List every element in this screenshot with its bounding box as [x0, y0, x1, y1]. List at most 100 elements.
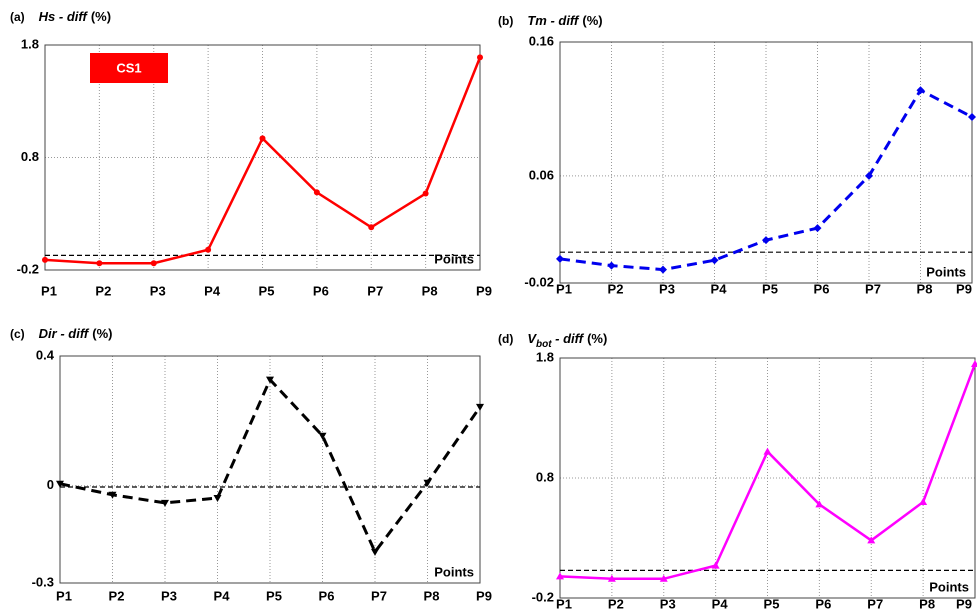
marker — [659, 574, 668, 582]
x-tick-label: P3 — [660, 596, 676, 611]
plot-frame — [559, 41, 973, 284]
x-axis-label: Points — [434, 564, 474, 579]
panel-label: (d) — [498, 332, 513, 346]
panel-label: (a) — [10, 10, 25, 24]
marker — [422, 190, 429, 197]
marker — [477, 54, 483, 61]
marker — [556, 254, 564, 263]
panel-title: (c) Dir - diff (%) — [10, 326, 112, 341]
x-tick-label: P1 — [556, 596, 572, 611]
x-tick-label: P1 — [56, 588, 72, 603]
marker — [423, 479, 432, 487]
x-axis-label: Points — [929, 579, 969, 594]
marker — [659, 265, 667, 274]
marker — [968, 112, 976, 121]
marker — [711, 561, 720, 569]
x-tick-label: P4 — [711, 281, 728, 296]
panel-title: (d) Vbot - diff (%) — [498, 331, 607, 349]
marker — [56, 480, 64, 488]
y-tick-label: 1.8 — [21, 36, 39, 51]
plot-frame — [59, 355, 481, 584]
marker — [916, 86, 925, 95]
x-tick-label: P9 — [956, 281, 972, 296]
x-tick-label: P2 — [608, 281, 624, 296]
y-tick-label: -0.3 — [32, 574, 54, 589]
y-tick-label: 1.8 — [536, 349, 554, 364]
title-unit: (%) — [587, 331, 607, 346]
marker — [213, 495, 222, 503]
y-tick-label: -0.02 — [524, 274, 554, 289]
x-tick-label: P5 — [259, 283, 275, 298]
y-tick-label: 0 — [47, 477, 54, 492]
y-tick-label: -0.2 — [17, 261, 39, 276]
x-tick-label: P4 — [204, 283, 221, 298]
x-tick-label: P5 — [762, 281, 778, 296]
marker — [476, 403, 484, 411]
marker — [865, 171, 873, 180]
panel-title: (a) Hs - diff (%) — [10, 9, 111, 24]
title: Dir - diff — [39, 326, 90, 341]
plot-frame — [44, 44, 481, 271]
panel-title: (b) Tm - diff (%) — [498, 13, 603, 28]
x-tick-label: P1 — [556, 281, 572, 296]
marker — [42, 256, 48, 263]
y-tick-label: 0.8 — [536, 469, 554, 484]
title-unit: (%) — [91, 9, 111, 24]
x-tick-label: P1 — [41, 283, 57, 298]
marker — [266, 376, 274, 384]
marker — [813, 224, 822, 233]
y-tick-label: 0.16 — [529, 33, 554, 48]
title-unit: (%) — [582, 13, 602, 28]
x-tick-label: P7 — [367, 283, 383, 298]
marker — [259, 135, 266, 142]
annotation-box — [90, 53, 168, 83]
x-tick-label: P6 — [319, 588, 335, 603]
marker — [763, 447, 772, 455]
title: Tm - diff — [527, 13, 580, 28]
panel-label: (b) — [498, 14, 513, 28]
x-tick-label: P3 — [161, 588, 177, 603]
marker — [161, 499, 169, 507]
x-tick-label: P4 — [712, 596, 729, 611]
marker — [919, 498, 928, 505]
marker — [150, 260, 157, 267]
marker — [318, 432, 327, 440]
marker — [368, 224, 375, 231]
x-axis-label: Points — [434, 251, 474, 266]
x-tick-label: P7 — [865, 281, 881, 296]
x-tick-label: P2 — [109, 588, 125, 603]
annotation: CS1 — [116, 60, 141, 75]
marker — [556, 572, 564, 580]
x-tick-label: P8 — [424, 588, 440, 603]
x-tick-label: P6 — [313, 283, 329, 298]
marker — [96, 260, 103, 267]
x-tick-label: P2 — [608, 596, 624, 611]
y-tick-label: 0.4 — [36, 347, 55, 362]
y-tick-label: 0.8 — [21, 149, 39, 164]
x-tick-label: P8 — [919, 596, 935, 611]
x-tick-label: P8 — [917, 281, 933, 296]
marker — [371, 548, 379, 556]
x-tick-label: P6 — [815, 596, 831, 611]
plot-frame — [559, 357, 976, 599]
data-line — [59, 376, 482, 555]
title-suffix: - diff — [552, 331, 585, 346]
x-tick-label: P3 — [659, 281, 675, 296]
x-tick-label: P5 — [266, 588, 282, 603]
x-tick-label: P3 — [150, 283, 166, 298]
title: Hs - diff — [39, 9, 89, 24]
x-tick-label: P9 — [956, 596, 972, 611]
x-tick-label: P9 — [476, 588, 492, 603]
marker — [313, 189, 320, 196]
x-tick-label: P7 — [371, 588, 387, 603]
x-tick-label: P9 — [476, 283, 492, 298]
data-line — [559, 363, 977, 581]
marker — [205, 246, 212, 253]
title-unit: (%) — [92, 326, 112, 341]
y-tick-label: 0.06 — [529, 167, 554, 182]
marker — [607, 574, 616, 582]
marker — [710, 256, 719, 265]
x-tick-label: P8 — [422, 283, 438, 298]
marker — [607, 261, 616, 270]
